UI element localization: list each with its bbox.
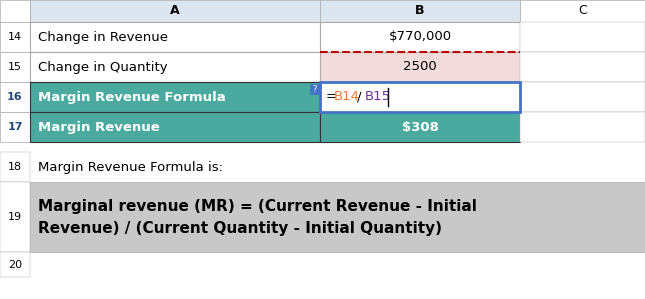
Text: 15: 15	[8, 62, 22, 72]
FancyBboxPatch shape	[0, 22, 30, 52]
FancyBboxPatch shape	[520, 112, 645, 142]
Text: Margin Revenue Formula: Margin Revenue Formula	[38, 91, 226, 103]
Text: Margin Revenue Formula is:: Margin Revenue Formula is:	[38, 161, 223, 173]
FancyBboxPatch shape	[310, 84, 320, 94]
Text: B15: B15	[365, 91, 391, 103]
Text: 18: 18	[8, 162, 22, 172]
Text: Marginal revenue (MR) = (Current Revenue - Initial: Marginal revenue (MR) = (Current Revenue…	[38, 199, 477, 213]
Text: Revenue) / (Current Quantity - Initial Quantity): Revenue) / (Current Quantity - Initial Q…	[38, 220, 442, 236]
FancyBboxPatch shape	[30, 82, 320, 112]
Text: 20: 20	[8, 260, 22, 269]
FancyBboxPatch shape	[0, 152, 30, 182]
FancyBboxPatch shape	[520, 22, 645, 52]
FancyBboxPatch shape	[320, 52, 520, 82]
Text: A: A	[170, 4, 180, 18]
Text: 17: 17	[7, 122, 23, 132]
Text: 2500: 2500	[403, 60, 437, 74]
FancyBboxPatch shape	[0, 82, 30, 112]
FancyBboxPatch shape	[520, 82, 645, 112]
Text: 19: 19	[8, 212, 22, 222]
FancyBboxPatch shape	[30, 52, 320, 82]
Text: C: C	[578, 4, 587, 18]
Text: /: /	[357, 91, 362, 103]
FancyBboxPatch shape	[30, 22, 320, 52]
FancyBboxPatch shape	[520, 0, 645, 22]
FancyBboxPatch shape	[520, 52, 645, 82]
FancyBboxPatch shape	[0, 252, 30, 277]
FancyBboxPatch shape	[320, 112, 520, 142]
FancyBboxPatch shape	[0, 112, 30, 142]
Text: B14: B14	[334, 91, 360, 103]
Text: $308: $308	[402, 120, 439, 133]
FancyBboxPatch shape	[30, 182, 645, 252]
Text: Change in Quantity: Change in Quantity	[38, 60, 168, 74]
FancyBboxPatch shape	[30, 112, 320, 142]
FancyBboxPatch shape	[30, 0, 320, 22]
FancyBboxPatch shape	[0, 52, 30, 82]
FancyBboxPatch shape	[320, 82, 520, 112]
Text: =: =	[326, 91, 337, 103]
FancyBboxPatch shape	[320, 22, 520, 52]
FancyBboxPatch shape	[0, 0, 30, 22]
Text: $770,000: $770,000	[388, 30, 451, 43]
Text: B: B	[415, 4, 425, 18]
Text: ?: ?	[313, 85, 317, 94]
Text: Margin Revenue: Margin Revenue	[38, 120, 160, 133]
FancyBboxPatch shape	[0, 182, 30, 252]
Text: Change in Revenue: Change in Revenue	[38, 30, 168, 43]
Text: 14: 14	[8, 32, 22, 42]
Text: 16: 16	[7, 92, 23, 102]
FancyBboxPatch shape	[320, 0, 520, 22]
